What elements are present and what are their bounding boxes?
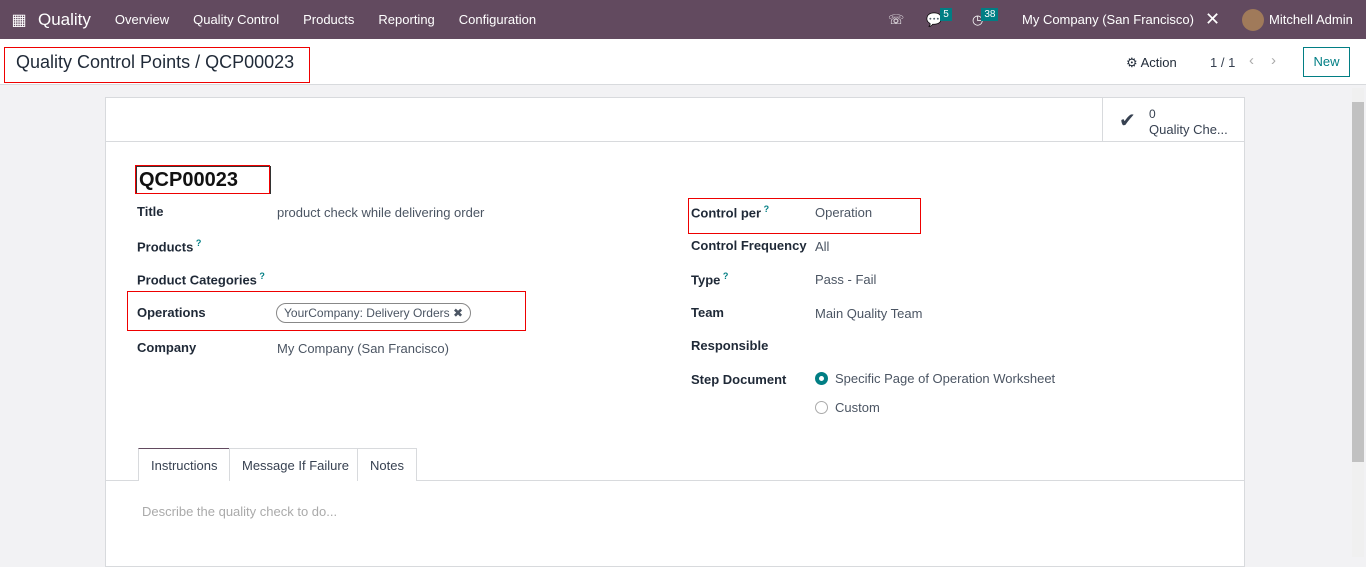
menu-quality-control[interactable]: Quality Control	[193, 12, 280, 27]
team-field[interactable]: Main Quality Team	[815, 306, 923, 321]
action-button[interactable]: ⚙ Action	[1126, 55, 1177, 71]
type-label: Type ?	[691, 271, 729, 288]
menu-configuration[interactable]: Configuration	[458, 12, 537, 27]
action-label: Action	[1140, 55, 1177, 70]
step-option-specific[interactable]: Specific Page of Operation Worksheet	[815, 371, 1055, 386]
highlight-box	[688, 198, 921, 234]
company-label: Company	[137, 340, 197, 355]
operation-tag[interactable]: YourCompany: Delivery Orders ✖	[276, 303, 472, 323]
radio-checked[interactable]	[815, 372, 828, 385]
gear-icon: ⚙	[1126, 55, 1138, 70]
quality-checks-smart-button[interactable]: ✔ 0 Quality Che...	[1102, 98, 1244, 141]
operations-label: Operations	[137, 305, 206, 320]
divider	[106, 141, 1244, 142]
debug-tools-icon[interactable]: ✕	[1205, 9, 1221, 29]
menu-products[interactable]: Products	[303, 12, 355, 27]
categories-label: Product Categories ?	[137, 271, 265, 288]
new-button[interactable]: New	[1303, 47, 1350, 77]
menu-reporting[interactable]: Reporting	[378, 12, 435, 27]
step-document-label: Step Document	[691, 372, 787, 387]
control-per-field[interactable]: Operation	[815, 205, 873, 220]
highlight-box	[4, 47, 310, 83]
instructions-editor[interactable]: Describe the quality check to do...	[142, 504, 338, 519]
tab-instructions[interactable]: Instructions	[138, 448, 231, 481]
user-name: Mitchell Admin	[1269, 12, 1353, 27]
next-icon[interactable]: ›	[1271, 52, 1276, 69]
radio-unchecked[interactable]	[815, 401, 828, 414]
messages-badge: 5	[940, 8, 952, 21]
avatar	[1242, 8, 1264, 31]
chat-icon: 💬	[926, 11, 943, 27]
company-field[interactable]: My Company (San Francisco)	[277, 341, 449, 356]
apps-grid-icon[interactable]: ▦	[11, 11, 27, 29]
products-label: Products ?	[137, 238, 202, 255]
breadcrumb[interactable]: Quality Control Points / QCP00023	[16, 52, 295, 72]
clock-icon: ◷	[972, 11, 984, 27]
type-field[interactable]: Pass - Fail	[815, 272, 877, 287]
remove-tag-icon[interactable]: ✖	[452, 306, 464, 320]
prev-icon[interactable]: ‹	[1249, 52, 1254, 69]
user-menu[interactable]: Mitchell Admin	[1242, 0, 1353, 39]
title-label: Title	[137, 204, 164, 219]
frequency-label: Control Frequency	[691, 238, 807, 253]
pager-value[interactable]: 1 / 1	[1210, 55, 1236, 70]
tab-notes[interactable]: Notes	[357, 448, 417, 481]
title-field[interactable]: product check while delivering order	[277, 205, 485, 220]
menu-overview[interactable]: Overview	[114, 12, 170, 27]
control-per-label: Control per ?	[691, 204, 770, 221]
activities-badge: 38	[981, 8, 999, 21]
navbar: ▦ Quality Overview Quality Control Produ…	[0, 0, 1366, 39]
highlight-box	[127, 291, 526, 331]
check-icon: ✔	[1119, 110, 1136, 132]
smart-label: Quality Che...	[1149, 122, 1228, 137]
company-switcher[interactable]: My Company (San Francisco)	[1022, 12, 1194, 27]
scrollbar[interactable]	[1352, 88, 1364, 557]
app-brand[interactable]: Quality	[38, 9, 91, 29]
phone-icon[interactable]: ☏	[888, 11, 905, 27]
frequency-field[interactable]: All	[815, 239, 830, 254]
highlight-box	[135, 165, 270, 194]
tab-message-if-failure[interactable]: Message If Failure	[229, 448, 362, 481]
activities-button[interactable]: ◷ 38	[972, 0, 999, 39]
smart-count: 0	[1149, 107, 1156, 121]
step-option-custom[interactable]: Custom	[815, 400, 880, 415]
control-panel: Quality Control Points / QCP00023 ⚙ Acti…	[0, 39, 1366, 85]
messages-button[interactable]: 💬 5	[926, 0, 952, 39]
form-sheet: ✔ 0 Quality Che... QCP00023 Title produc…	[105, 97, 1245, 567]
responsible-label: Responsible	[691, 338, 769, 353]
tabs-divider	[106, 480, 1244, 481]
team-label: Team	[691, 305, 724, 320]
